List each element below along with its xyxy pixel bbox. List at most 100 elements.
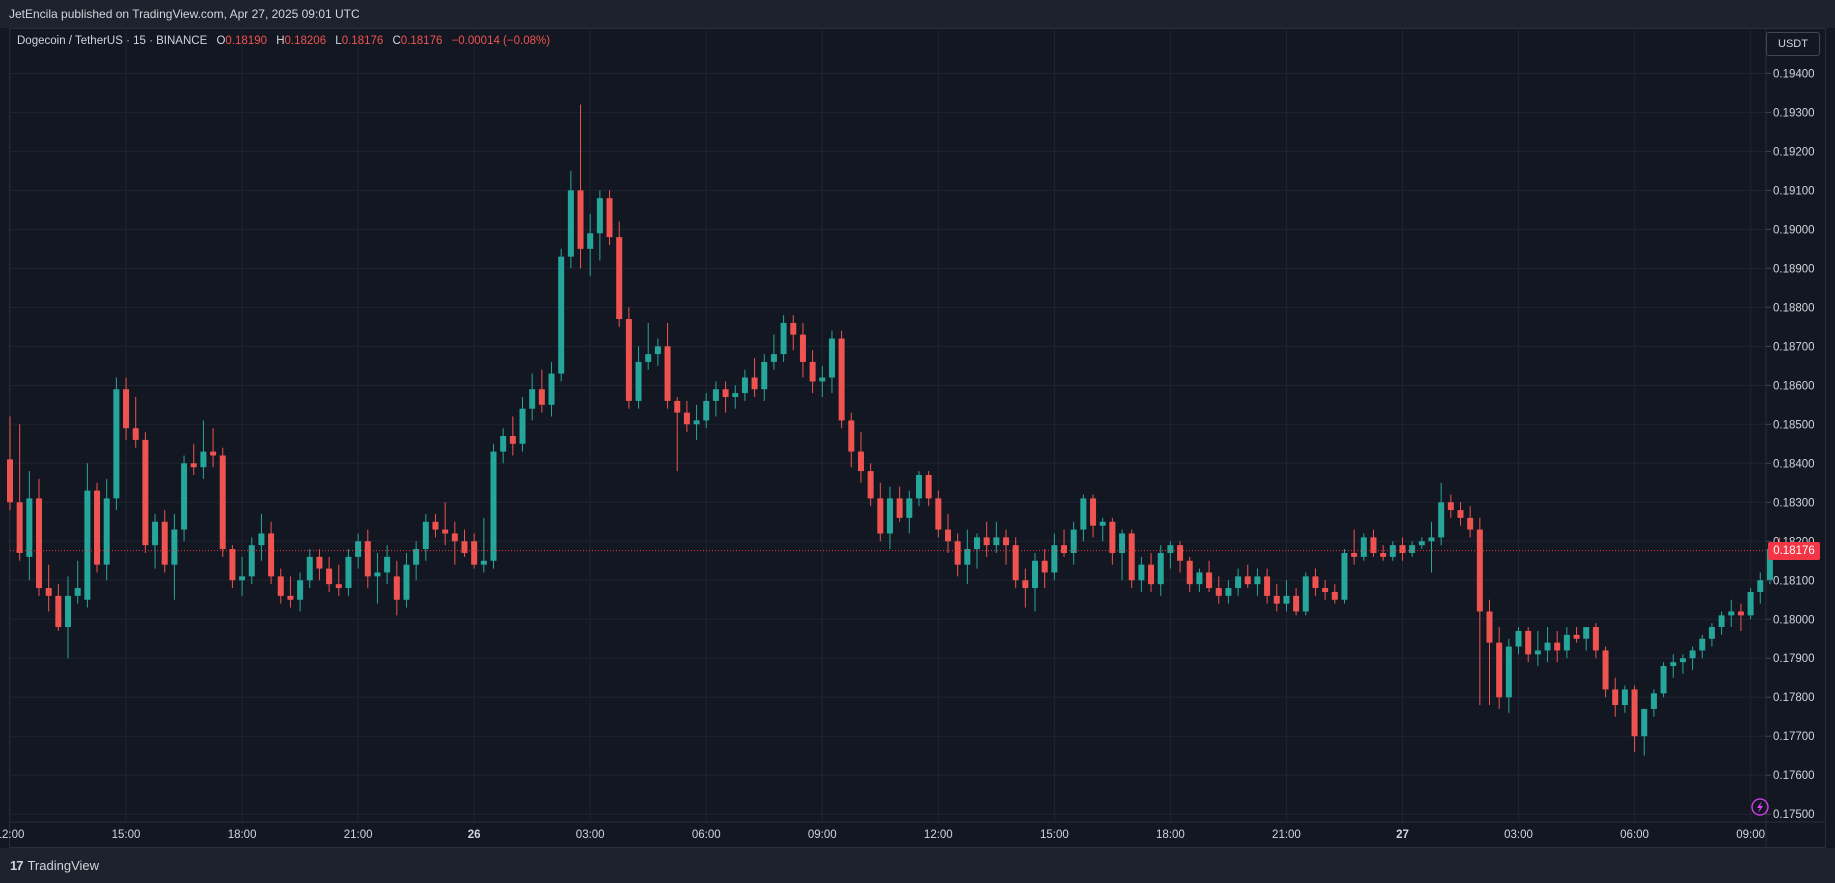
candle: [838, 330, 845, 429]
candle: [442, 502, 449, 546]
candle: [1737, 603, 1744, 631]
candle: [132, 397, 139, 448]
candle: [1467, 506, 1474, 538]
candle-body: [1244, 576, 1251, 585]
candle-body: [1090, 498, 1097, 526]
candle: [1554, 630, 1561, 663]
candle: [1679, 654, 1686, 674]
candle-body: [248, 545, 255, 577]
candle-body: [84, 490, 91, 600]
time-tick-label: 09:00: [808, 829, 837, 841]
candle-body: [1293, 595, 1300, 612]
candle-body: [471, 541, 478, 565]
time-tick-label: 18:00: [228, 829, 257, 841]
candle-body: [210, 451, 217, 456]
candle-body: [1573, 634, 1580, 639]
candle: [1157, 545, 1164, 596]
candle-body: [1428, 537, 1435, 542]
candle-body: [403, 564, 410, 600]
time-tick-label: 15:00: [1040, 829, 1069, 841]
candle-body: [993, 537, 1000, 546]
open-label: O: [216, 35, 226, 47]
candle: [664, 322, 671, 409]
price-tick-label: 0.19200: [1773, 146, 1815, 158]
candle: [403, 552, 410, 608]
candle-body: [268, 533, 275, 577]
currency-button[interactable]: USDT: [1766, 32, 1820, 56]
candle: [1109, 517, 1116, 565]
candle-body: [16, 502, 23, 553]
candle-body: [1235, 576, 1242, 589]
candle-body: [770, 354, 777, 362]
close-value: 0.18176: [400, 35, 443, 47]
symbol-name[interactable]: Dogecoin / TetherUS · 15 · BINANCE: [17, 35, 208, 47]
candle-body: [1766, 549, 1773, 581]
price-tick-label: 0.17600: [1773, 770, 1815, 782]
time-tick-label: 15:00: [112, 829, 141, 841]
chart-frame[interactable]: [9, 28, 1826, 848]
candle: [1399, 537, 1406, 561]
candle: [248, 537, 255, 585]
candle: [1331, 584, 1338, 604]
candle: [751, 358, 758, 398]
candle-body: [1167, 545, 1174, 553]
candle: [181, 455, 188, 542]
price-tick-label: 0.17700: [1773, 731, 1815, 743]
candle: [548, 361, 555, 417]
candle-body: [693, 420, 700, 425]
candle: [1708, 623, 1715, 647]
high-label: H: [276, 35, 285, 47]
candle: [819, 365, 826, 398]
candle: [1148, 552, 1155, 592]
candle-body: [171, 529, 178, 565]
candle: [1728, 599, 1735, 628]
candle: [964, 529, 971, 585]
brand[interactable]: 17 TradingView: [10, 858, 99, 873]
candle-body: [1128, 533, 1135, 581]
candle: [1641, 708, 1648, 756]
time-tick-label: 21:00: [1272, 829, 1301, 841]
candle: [674, 397, 681, 472]
candle-body: [1544, 642, 1551, 651]
time-tick-label: 03:00: [1504, 829, 1533, 841]
candle-body: [1621, 689, 1628, 706]
price-tick-label: 0.18700: [1773, 341, 1815, 353]
candle-body: [1534, 650, 1541, 655]
low-label: L: [335, 35, 342, 47]
candle-body: [1592, 627, 1599, 651]
candle: [954, 533, 961, 577]
candle-body: [819, 377, 826, 382]
candle-body: [1138, 564, 1145, 581]
price-tick-label: 0.19400: [1773, 68, 1815, 80]
candle-body: [1389, 545, 1396, 557]
candle-body: [548, 373, 555, 405]
candle: [925, 471, 932, 507]
candle: [1225, 580, 1232, 604]
candle-body: [558, 256, 565, 374]
candle: [210, 428, 217, 468]
candle: [616, 221, 623, 327]
candle-body: [1563, 634, 1570, 651]
lightning-icon[interactable]: [1751, 798, 1769, 816]
candle: [732, 385, 739, 409]
candle: [422, 513, 429, 561]
candle: [886, 486, 893, 550]
candle-body: [732, 393, 739, 398]
candle-body: [1457, 510, 1464, 518]
candle-body: [345, 556, 352, 589]
candle-body: [422, 521, 429, 550]
candle-body: [1283, 595, 1290, 604]
candle: [1409, 541, 1416, 557]
candle: [983, 521, 990, 557]
candle: [828, 330, 835, 394]
candle-body: [1399, 545, 1406, 553]
candle: [277, 568, 284, 604]
candle-body: [65, 595, 72, 628]
price-tick-label: 0.18800: [1773, 302, 1815, 314]
candle-body: [7, 459, 13, 503]
candle-body: [1380, 552, 1387, 557]
candle-body: [529, 389, 536, 409]
candle: [432, 513, 439, 538]
candle-body: [461, 541, 468, 553]
